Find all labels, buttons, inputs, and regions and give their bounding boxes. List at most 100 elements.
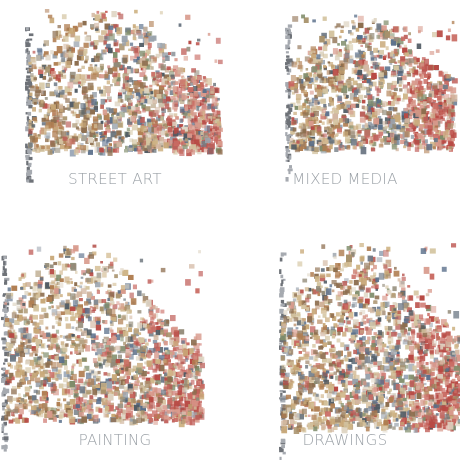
thumbnail-mark: [419, 104, 425, 110]
thumbnail-mark: [117, 362, 124, 368]
thumbnail-mark: [415, 87, 421, 93]
thumbnail-mark: [36, 371, 40, 375]
thumbnail-mark: [130, 368, 134, 373]
thumbnail-mark: [308, 77, 314, 84]
thumbnail-mark: [353, 94, 357, 99]
thumbnail-mark: [26, 54, 31, 59]
thumbnail-mark: [42, 75, 47, 80]
thumbnail-mark: [430, 141, 436, 149]
thumbnail-mark: [205, 137, 211, 144]
thumbnail-mark: [150, 316, 155, 321]
thumbnail-mark: [93, 119, 99, 126]
thumbnail-mark: [9, 400, 13, 404]
thumbnail-mark: [9, 372, 14, 378]
thumbnail-mark: [42, 103, 48, 109]
thumbnail-mark: [124, 416, 129, 420]
thumbnail-mark: [148, 125, 154, 133]
thumbnail-mark: [323, 106, 327, 110]
thumbnail-mark: [117, 314, 121, 319]
thumbnail-mark: [5, 292, 11, 299]
thumbnail-mark: [129, 419, 135, 426]
thumbnail-mark: [193, 126, 197, 130]
thumbnail-mark: [65, 98, 70, 103]
thumbnail-mark: [106, 381, 112, 389]
thumbnail-mark: [173, 418, 178, 422]
thumbnail-mark: [138, 341, 142, 346]
thumbnail-mark: [394, 65, 399, 70]
thumbnail-mark: [8, 318, 15, 324]
thumbnail-mark: [126, 375, 130, 380]
thumbnail-mark: [100, 387, 107, 394]
thumbnail-mark: [420, 130, 425, 135]
thumbnail-mark: [15, 351, 20, 357]
thumbnail-mark: [152, 36, 156, 39]
thumbnail-mark: [50, 104, 56, 110]
thumbnail-mark: [213, 123, 220, 129]
thumbnail-mark: [113, 39, 117, 43]
thumbnail-mark: [114, 101, 120, 107]
thumbnail-mark: [76, 326, 82, 332]
thumbnail-mark: [105, 399, 111, 406]
thumbnail-mark: [92, 244, 97, 248]
thumbnail-mark: [322, 78, 327, 84]
thumbnail-mark: [118, 13, 124, 20]
thumbnail-mark: [194, 54, 201, 60]
thumbnail-mark: [358, 60, 363, 64]
thumbnail-mark: [363, 64, 369, 72]
thumbnail-mark: [209, 91, 216, 99]
thumbnail-mark: [366, 86, 371, 92]
thumbnail-mark: [143, 76, 148, 81]
thumbnail-mark: [410, 134, 414, 139]
thumbnail-mark: [91, 98, 97, 106]
thumbnail-mark: [69, 306, 76, 312]
thumbnail-mark: [366, 125, 371, 131]
thumbnail-mark: [117, 290, 121, 294]
thumbnail-mark: [422, 101, 427, 107]
thumbnail-mark: [148, 397, 154, 403]
thumbnail-mark: [75, 400, 81, 407]
thumbnail-mark: [3, 372, 8, 378]
thumbnail-mark: [148, 36, 155, 42]
thumbnail-mark: [166, 319, 170, 324]
thumbnail-mark: [38, 413, 41, 416]
thumbnail-mark: [363, 320, 367, 325]
thumbnail-mark: [139, 374, 142, 378]
thumbnail-mark: [130, 105, 136, 111]
thumbnail-mark: [134, 381, 140, 386]
thumbnail-mark: [432, 120, 438, 126]
thumbnail-mark: [342, 63, 348, 70]
thumbnail-mark: [323, 86, 327, 90]
thumbnail-mark: [10, 337, 17, 344]
thumbnail-mark: [285, 177, 289, 182]
thumbnail-mark: [29, 286, 33, 290]
thumbnail-mark: [4, 358, 8, 362]
thumbnail-mark: [3, 331, 9, 336]
thumbnail-mark: [123, 103, 127, 106]
thumbnail-mark: [134, 105, 140, 110]
panel-drawings: DRAWINGS: [230, 230, 460, 460]
thumbnail-mark: [217, 121, 222, 126]
thumbnail-mark: [307, 84, 312, 89]
thumbnail-mark: [114, 392, 118, 396]
thumbnail-mark: [71, 365, 75, 369]
thumbnail-mark: [412, 128, 416, 132]
thumbnail-mark: [169, 90, 175, 96]
thumbnail-mark: [71, 98, 77, 104]
thumbnail-mark: [322, 88, 329, 94]
thumbnail-mark: [118, 318, 124, 325]
thumbnail-mark: [83, 42, 89, 48]
thumbnail-mark: [122, 90, 127, 95]
thumbnail-mark: [174, 401, 178, 405]
thumbnail-mark: [343, 122, 348, 127]
thumbnail-mark: [187, 133, 193, 138]
thumbnail-mark: [386, 90, 392, 97]
thumbnail-mark: [336, 105, 341, 110]
thumbnail-mark: [279, 446, 283, 450]
thumbnail-mark: [355, 27, 360, 32]
thumbnail-mark: [136, 142, 141, 146]
thumbnail-mark: [155, 388, 162, 394]
thumbnail-mark: [155, 53, 160, 59]
thumbnail-mark: [154, 313, 159, 318]
thumbnail-mark: [173, 108, 178, 112]
thumbnail-mark: [369, 51, 374, 55]
